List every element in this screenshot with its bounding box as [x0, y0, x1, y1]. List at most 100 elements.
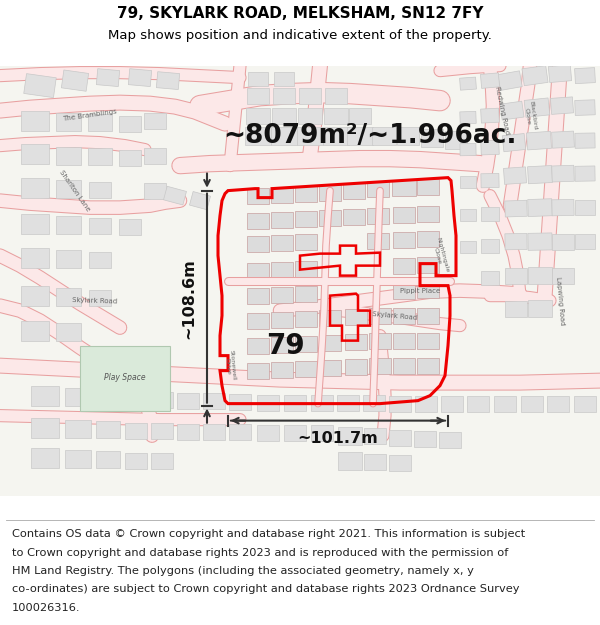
Text: Sharlton Lane: Sharlton Lane — [59, 169, 91, 212]
Bar — [295, 311, 317, 327]
Bar — [21, 144, 49, 164]
Bar — [271, 234, 293, 251]
Bar — [498, 71, 522, 91]
Bar — [393, 357, 415, 374]
Bar — [338, 427, 362, 444]
Bar — [247, 213, 269, 229]
Bar — [345, 334, 367, 349]
Bar — [247, 236, 269, 252]
Bar — [271, 212, 293, 228]
Bar — [311, 424, 333, 441]
Bar — [338, 452, 362, 469]
Bar — [503, 167, 527, 184]
Bar — [502, 134, 526, 152]
Bar — [21, 177, 49, 198]
Bar — [144, 112, 166, 129]
Bar — [343, 182, 365, 199]
Text: 79: 79 — [266, 332, 304, 359]
Bar — [247, 262, 269, 279]
Bar — [372, 127, 396, 144]
Text: Play Space: Play Space — [104, 373, 146, 382]
Bar — [128, 69, 152, 86]
Bar — [274, 72, 294, 86]
Bar — [295, 211, 317, 227]
Text: Nightingale
Close: Nightingale Close — [430, 237, 450, 274]
Bar — [271, 312, 293, 328]
Bar — [363, 394, 385, 411]
Text: Contains OS data © Crown copyright and database right 2021. This information is : Contains OS data © Crown copyright and d… — [12, 529, 525, 539]
Bar — [445, 131, 467, 149]
Text: Redwing Road: Redwing Road — [494, 86, 510, 135]
Bar — [319, 359, 341, 376]
Bar — [248, 72, 268, 86]
Bar — [257, 424, 279, 441]
Text: Stonewell
Drive: Stonewell Drive — [223, 350, 237, 381]
Bar — [56, 249, 80, 268]
Bar — [271, 127, 297, 144]
Bar — [393, 207, 415, 222]
Bar — [177, 392, 199, 409]
Bar — [89, 252, 111, 268]
Bar — [415, 396, 437, 412]
Bar — [397, 127, 419, 144]
Text: The Bramblings: The Bramblings — [62, 109, 118, 122]
Bar — [56, 179, 80, 198]
Bar — [417, 282, 439, 298]
Bar — [21, 214, 49, 234]
Bar — [203, 392, 225, 409]
Bar — [369, 308, 391, 324]
Bar — [247, 188, 269, 204]
Bar — [527, 166, 553, 184]
Bar — [575, 133, 595, 148]
Bar — [177, 424, 199, 439]
Bar — [151, 392, 173, 408]
Bar — [24, 74, 56, 98]
Text: Lapwing Road: Lapwing Road — [555, 276, 565, 325]
Bar — [246, 107, 270, 124]
Bar — [325, 88, 347, 104]
Bar — [295, 336, 317, 352]
Bar — [389, 454, 411, 471]
Bar — [345, 359, 367, 374]
Bar — [31, 418, 59, 437]
Bar — [119, 149, 141, 166]
Bar — [505, 233, 527, 250]
Text: ~108.6m: ~108.6m — [182, 258, 197, 339]
Bar — [89, 289, 111, 306]
Bar — [271, 337, 293, 352]
Bar — [417, 257, 439, 272]
Bar — [21, 321, 49, 341]
Bar — [389, 396, 411, 412]
Bar — [323, 127, 349, 144]
Bar — [96, 389, 120, 406]
Bar — [295, 361, 317, 377]
Bar — [31, 448, 59, 468]
Bar — [298, 107, 322, 124]
Bar — [299, 88, 321, 104]
Bar — [528, 300, 552, 317]
Bar — [417, 308, 439, 324]
Bar — [551, 131, 574, 148]
Bar — [364, 454, 386, 469]
Bar — [552, 268, 574, 284]
Bar — [295, 234, 317, 249]
Bar — [393, 258, 415, 274]
Bar — [245, 127, 271, 144]
Bar — [481, 141, 499, 155]
Bar — [524, 98, 550, 118]
Bar — [347, 127, 373, 144]
Text: co-ordinates) are subject to Crown copyright and database rights 2023 Ordnance S: co-ordinates) are subject to Crown copyr… — [12, 584, 520, 594]
Bar — [257, 394, 279, 411]
Bar — [273, 88, 295, 104]
Bar — [295, 186, 317, 202]
Bar — [364, 428, 386, 444]
Bar — [247, 312, 269, 329]
Bar — [125, 391, 147, 407]
Bar — [65, 419, 91, 437]
Bar — [31, 386, 59, 406]
Bar — [521, 396, 543, 412]
Bar — [56, 216, 80, 234]
Bar — [343, 209, 365, 224]
Bar — [417, 357, 439, 374]
Bar — [460, 144, 476, 156]
